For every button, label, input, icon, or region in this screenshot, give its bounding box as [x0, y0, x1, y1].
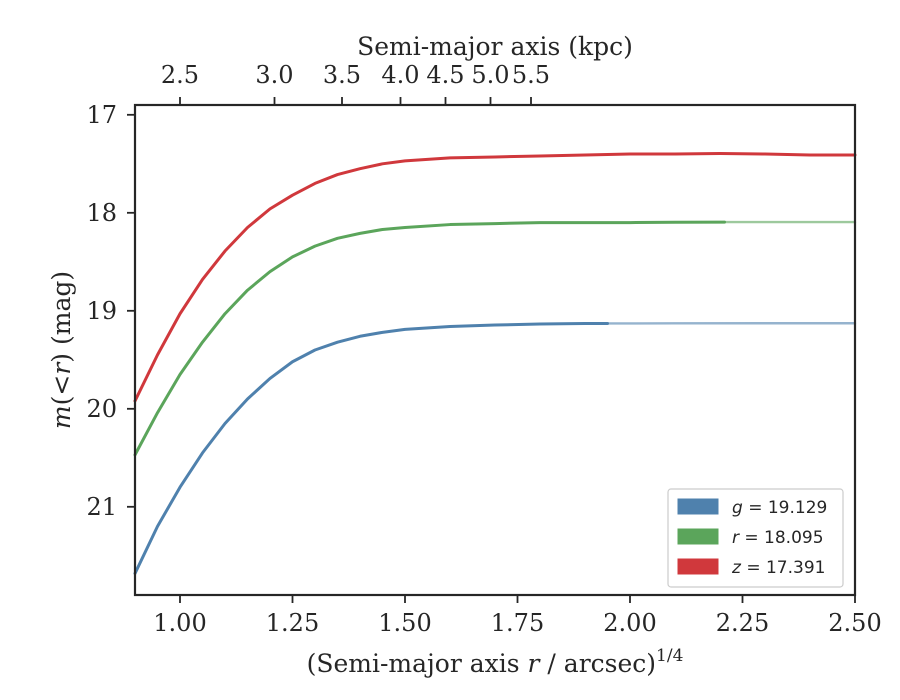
- series-line: [133, 220, 726, 457]
- bottom-x-axis-label: (Semi-major axis r / arcsec)1/4: [307, 646, 684, 678]
- x-tick-label: 1.50: [378, 609, 431, 637]
- y-tick-label: 17: [86, 101, 117, 129]
- top-tick-label: 4.0: [381, 61, 419, 89]
- top-tick-label: 5.0: [471, 61, 509, 89]
- x-tick-label: 1.75: [491, 609, 544, 637]
- top-tick-label: 3.5: [323, 61, 361, 89]
- top-x-axis: 2.5 3.0 3.5 4.0 4.5 5.0 5.5: [161, 61, 550, 105]
- legend-label: g = 19.129: [732, 498, 827, 518]
- left-y-axis: 17 18 19 20 21: [86, 101, 135, 521]
- x-tick-label: 1.00: [153, 609, 206, 637]
- top-x-axis-label: Semi-major axis (kpc): [357, 32, 633, 61]
- x-tick-label: 2.25: [716, 609, 769, 637]
- y-tick-label: 18: [86, 199, 117, 227]
- plot-lines: [133, 152, 857, 575]
- legend-swatch: [677, 528, 719, 545]
- series-line: [133, 152, 857, 403]
- bottom-x-axis: 1.00 1.25 1.50 1.75 2.00 2.25 2.50: [153, 595, 882, 637]
- y-tick-label: 20: [86, 395, 117, 423]
- x-tick-label: 2.50: [828, 609, 881, 637]
- legend-swatch: [677, 498, 719, 515]
- legend-label: r = 18.095: [732, 528, 824, 548]
- top-tick-label: 4.5: [426, 61, 464, 89]
- y-tick-label: 19: [86, 297, 117, 325]
- y-tick-label: 21: [86, 493, 117, 521]
- y-axis-label: m(<r) (mag): [47, 271, 76, 429]
- plot-frame: [133, 103, 857, 597]
- legend-swatch: [677, 558, 719, 575]
- series-line: [133, 321, 609, 575]
- legend-label: z = 17.391: [731, 558, 825, 578]
- x-tick-label: 1.25: [266, 609, 319, 637]
- legend-items: g = 19.129 r = 18.095 z = 17.391: [677, 498, 827, 578]
- x-tick-label: 2.00: [603, 609, 656, 637]
- top-tick-label: 3.0: [255, 61, 293, 89]
- top-tick-label: 2.5: [161, 61, 199, 89]
- legend: g = 19.129 r = 18.095 z = 17.391: [667, 488, 844, 588]
- top-tick-label: 5.5: [512, 61, 550, 89]
